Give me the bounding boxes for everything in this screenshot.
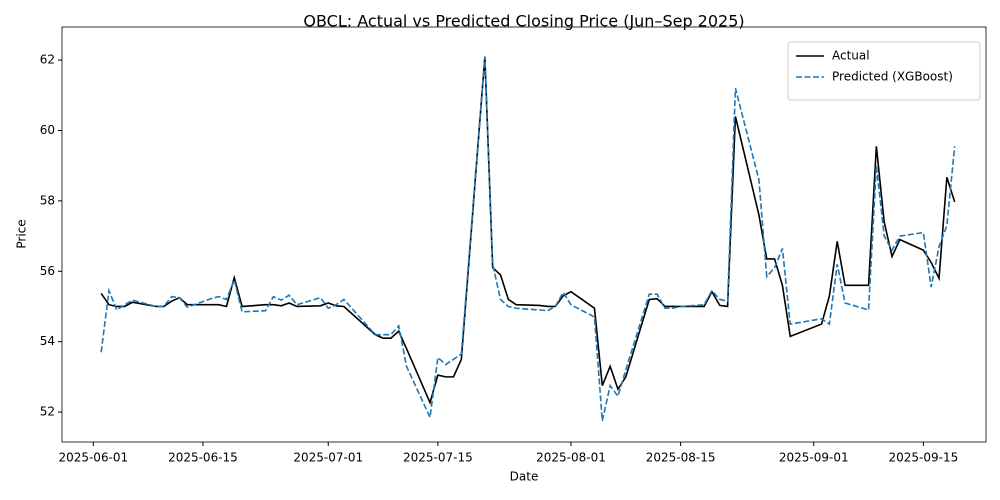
plot-frame [61, 26, 987, 443]
y-tick-label: 58 [40, 193, 55, 207]
x-tick-label: 2025-09-15 [888, 451, 958, 465]
x-tick-label: 2025-07-01 [293, 451, 363, 465]
x-tick-label: 2025-08-01 [536, 451, 606, 465]
x-tick-label: 2025-09-01 [779, 451, 849, 465]
series-line [100, 56, 956, 422]
x-tick-label: 2025-08-15 [646, 451, 716, 465]
y-tick-label: 62 [40, 53, 55, 67]
y-tick-label: 56 [40, 264, 55, 278]
legend-label: Predicted (XGBoost) [832, 70, 953, 84]
legend-label: Actual [832, 49, 870, 63]
x-tick-label: 2025-07-15 [403, 451, 473, 465]
chart-title: OBCL: Actual vs Predicted Closing Price … [303, 12, 744, 31]
y-tick-label: 52 [40, 405, 55, 419]
legend-box [787, 41, 981, 101]
y-axis-label: Price [15, 219, 29, 248]
x-tick-label: 2025-06-01 [58, 451, 128, 465]
y-tick-label: 54 [40, 334, 55, 348]
x-axis-label: Date [510, 470, 539, 484]
x-tick-label: 2025-06-15 [168, 451, 238, 465]
y-tick-label: 60 [40, 123, 55, 137]
